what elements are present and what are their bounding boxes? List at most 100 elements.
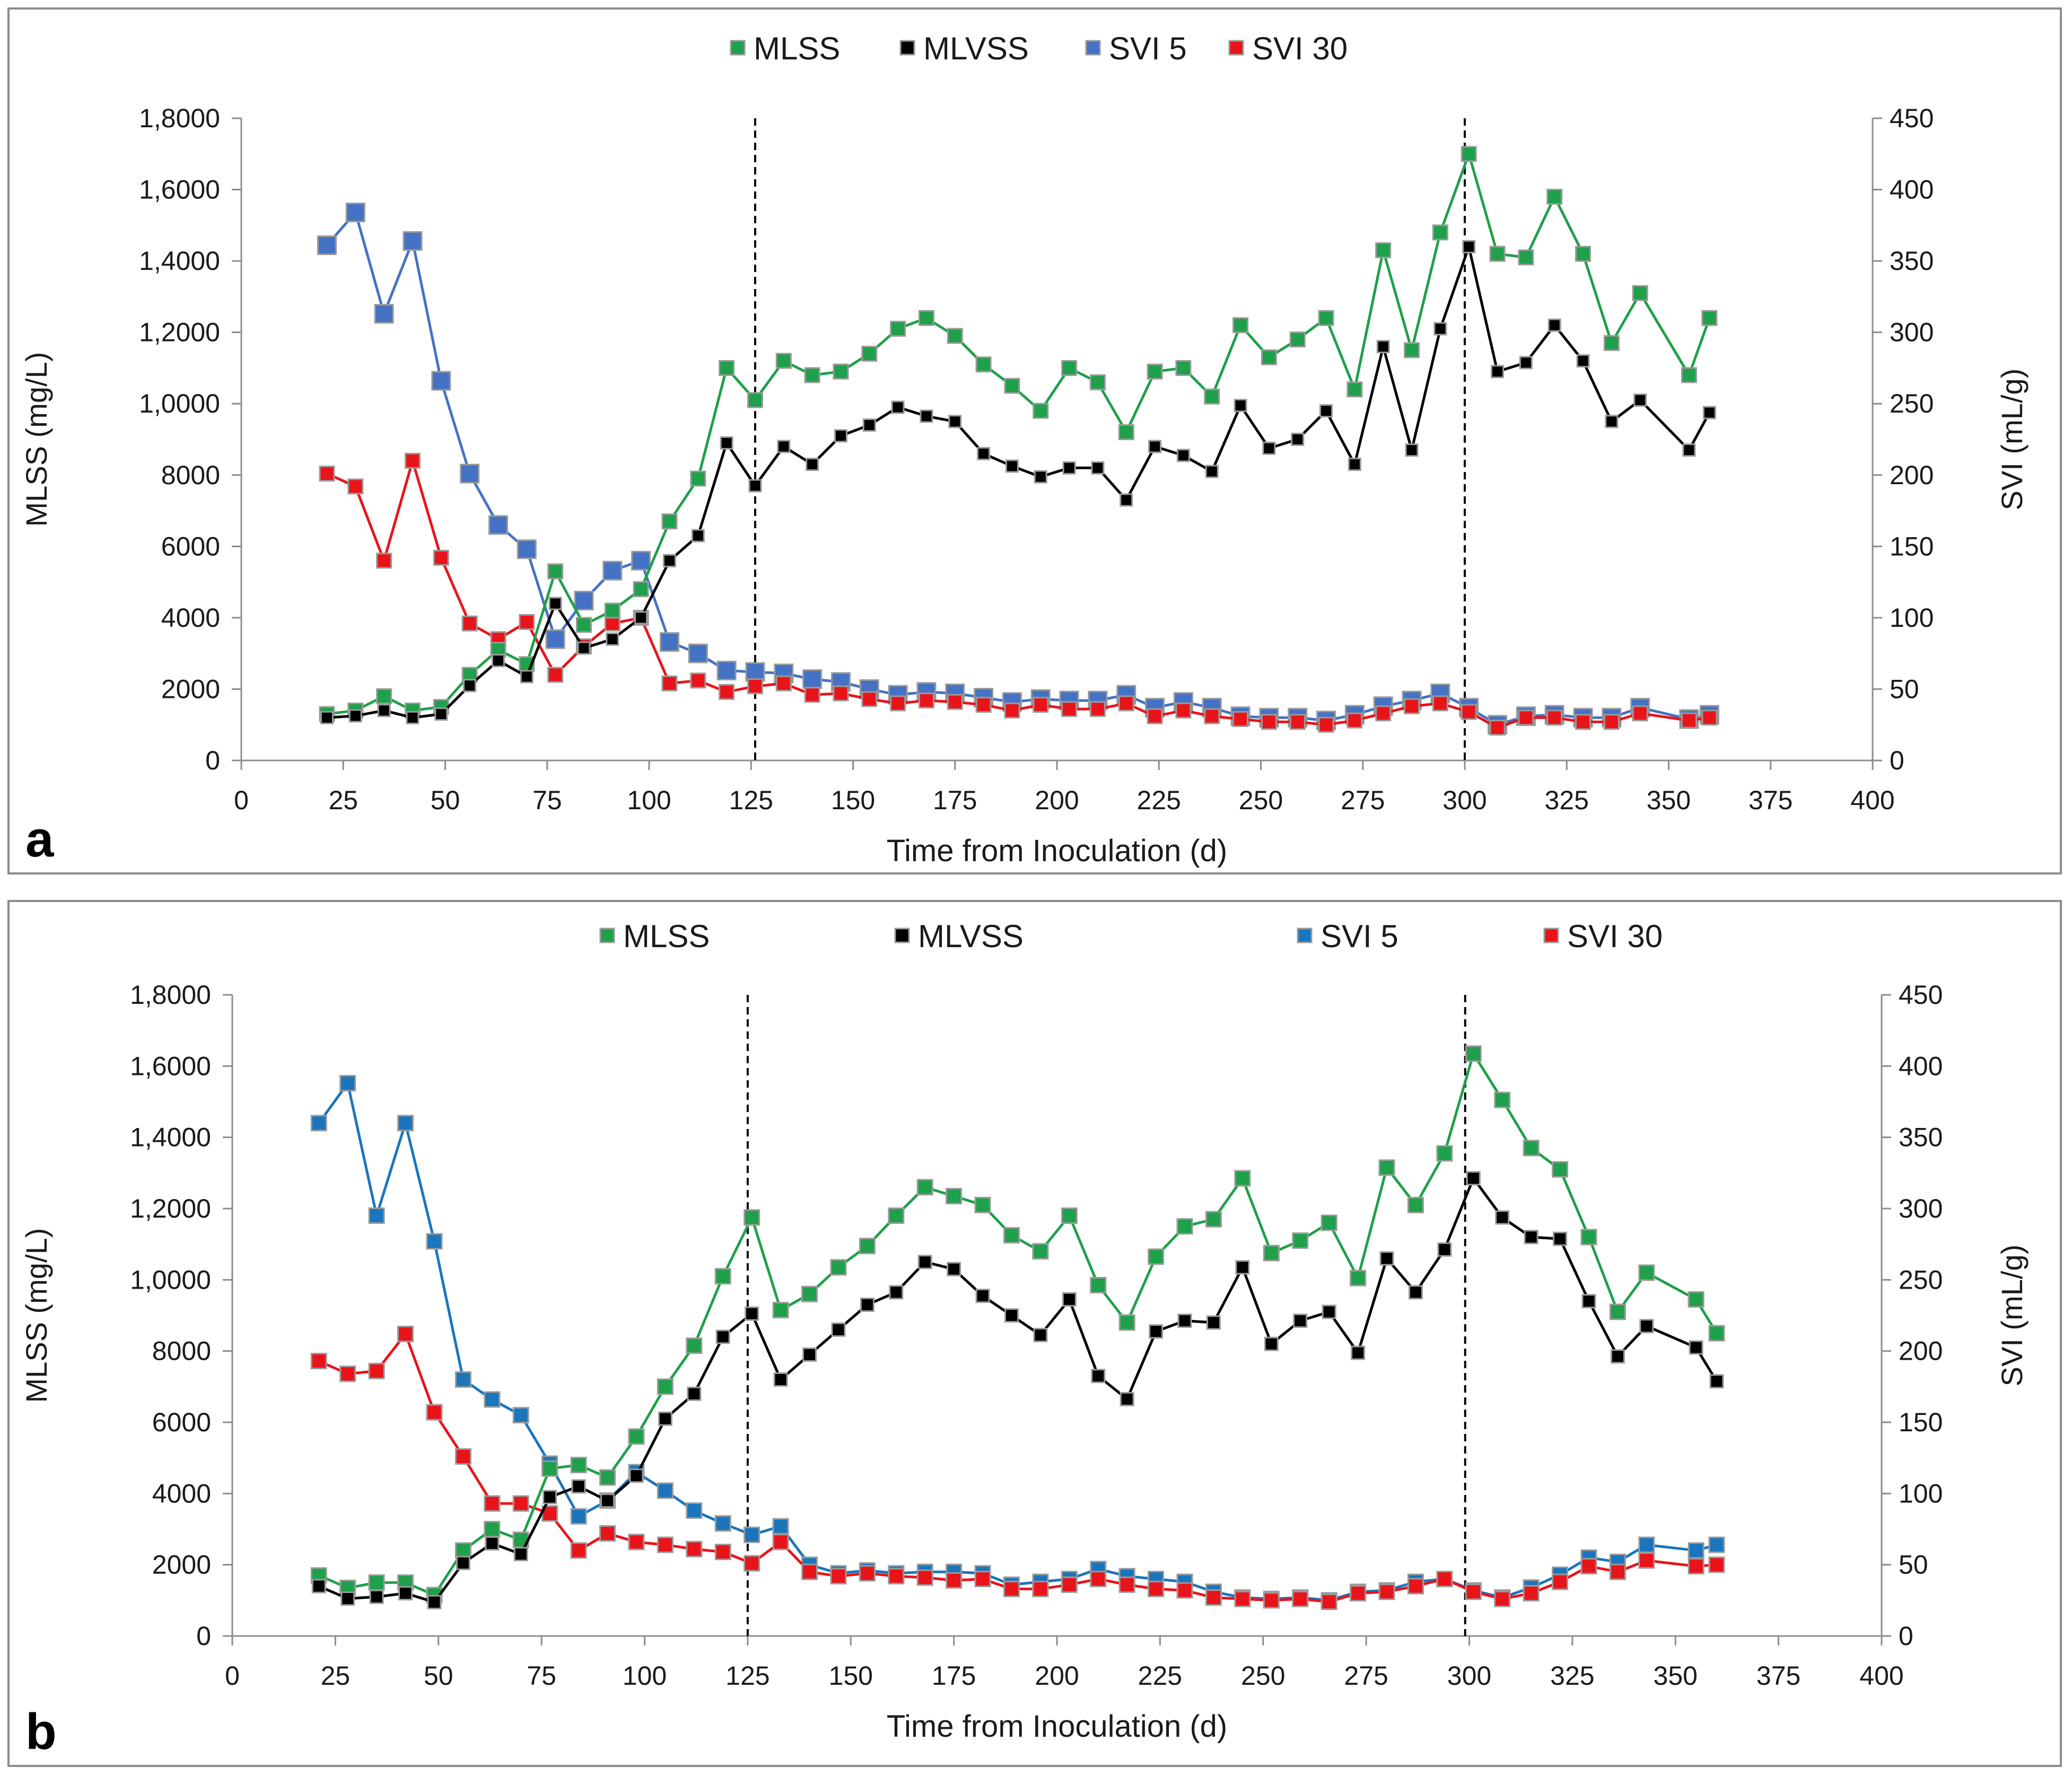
data-point-mlss	[1603, 335, 1620, 351]
data-point-mlvss	[1062, 1292, 1077, 1307]
data-point-svi30	[1118, 1576, 1135, 1593]
legend: MLSS MLVSS SVI 5 SVI 30	[730, 31, 1348, 66]
series-line-mlss	[318, 1052, 1718, 1597]
data-point-mlss	[975, 356, 992, 373]
data-point-mlvss	[548, 597, 562, 610]
data-point-mlvss	[1176, 449, 1190, 462]
data-point-mlss	[744, 1209, 760, 1226]
legend-label-mlvss: MLVSS	[918, 918, 1024, 954]
data-point-mlss	[1404, 342, 1420, 358]
data-point-svi5	[574, 591, 594, 611]
data-point-mlss	[1407, 1196, 1424, 1213]
data-point-mlss	[833, 363, 849, 380]
y-tick-label-left: 8000	[161, 460, 220, 490]
data-point-mlss	[918, 310, 934, 326]
x-tick-label: 175	[933, 785, 977, 815]
data-point-svi30	[888, 1568, 905, 1585]
x-tick-label: 100	[623, 1661, 667, 1691]
data-point-mlvss	[340, 1591, 355, 1606]
x-tick-label: 0	[234, 785, 249, 815]
data-point-mlss	[1378, 1159, 1395, 1176]
x-tick-label: 125	[725, 1661, 770, 1691]
data-point-svi5	[431, 371, 451, 391]
data-point-svi5	[802, 669, 823, 689]
x-tick-label: 150	[831, 785, 875, 815]
data-point-svi30	[1701, 710, 1718, 726]
data-point-mlvss	[806, 458, 819, 471]
data-point-mlss	[947, 328, 963, 344]
data-point-svi30	[975, 697, 992, 713]
data-point-svi30	[519, 614, 535, 630]
legend-label-mlss: MLSS	[623, 918, 710, 954]
data-point-mlss	[1089, 374, 1106, 390]
data-point-mlss	[804, 367, 820, 383]
y-tick-label-left: 1,4000	[139, 246, 220, 276]
data-point-mlvss	[862, 418, 876, 432]
x-tick-label: 325	[1550, 1661, 1594, 1691]
data-point-mlvss	[629, 1468, 644, 1483]
y-tick-label-left: 6000	[161, 531, 220, 561]
data-point-svi30	[339, 1366, 356, 1383]
data-point-mlss	[1118, 1314, 1135, 1331]
data-point-mlvss	[571, 1479, 586, 1494]
data-point-mlvss	[520, 670, 534, 684]
x-tick-label: 25	[321, 1661, 351, 1691]
series-mlvss	[311, 1171, 1724, 1609]
data-point-mlss	[541, 1460, 558, 1477]
data-point-svi5	[602, 561, 623, 581]
data-point-mlvss	[606, 632, 619, 646]
data-point-mlvss	[1524, 1230, 1538, 1245]
y-tick-label-right: 150	[1890, 531, 1934, 561]
y-tick-label-right: 0	[1899, 1621, 1913, 1651]
y-axis-label-right: SVI (mL/g)	[1995, 1245, 2029, 1387]
data-point-mlvss	[1610, 1349, 1625, 1364]
data-point-mlvss	[748, 479, 762, 493]
legend-label-svi5: SVI 5	[1109, 31, 1187, 66]
data-point-svi5	[714, 1515, 731, 1532]
data-point-svi30	[604, 615, 620, 632]
data-point-svi5	[512, 1407, 529, 1424]
data-point-svi5	[403, 231, 423, 251]
x-tick-label: 225	[1137, 785, 1181, 815]
data-point-svi30	[376, 553, 392, 569]
y-axis-label-left: MLSS (mg/L)	[20, 1228, 53, 1403]
data-point-mlvss	[720, 436, 733, 450]
x-tick-label: 325	[1545, 785, 1589, 815]
data-point-mlss	[570, 1457, 587, 1474]
panel-b: 0 25 50 75 100 125 150 175 200 225 250 275 300 325 350…	[7, 900, 2062, 1767]
data-point-mlvss	[1702, 406, 1716, 419]
data-point-mlvss	[1689, 1340, 1703, 1355]
data-point-mlss	[1292, 1232, 1309, 1249]
data-point-svi30	[1378, 1583, 1395, 1600]
data-point-svi30	[570, 1542, 587, 1559]
data-point-mlss	[657, 1378, 674, 1395]
series-svi30	[310, 1325, 1725, 1611]
y-tick-label-left: 6000	[152, 1407, 211, 1437]
data-point-svi30	[747, 678, 763, 695]
data-point-mlvss	[1120, 493, 1133, 507]
data-point-mlss	[719, 360, 735, 376]
data-point-mlss	[1350, 1270, 1367, 1287]
data-point-mlss	[747, 392, 763, 408]
data-point-mlss	[1061, 360, 1078, 376]
data-point-mlss	[1321, 1214, 1337, 1231]
x-tick-label: 175	[932, 1661, 976, 1691]
data-point-svi5	[460, 463, 480, 484]
data-point-mlvss	[1291, 433, 1305, 446]
data-point-svi30	[744, 1555, 760, 1572]
data-point-svi30	[947, 694, 963, 710]
series-mlss	[319, 146, 1718, 722]
data-point-mlvss	[463, 679, 477, 693]
data-point-mlss	[1552, 1161, 1569, 1178]
data-point-mlss	[454, 1542, 471, 1559]
y-tick-label-right: 250	[1890, 389, 1934, 418]
y-tick-label-left: 1,2000	[139, 318, 220, 347]
data-point-svi30	[833, 685, 849, 702]
data-point-mlvss	[948, 415, 962, 428]
y-tick-label-right: 350	[1890, 246, 1934, 276]
data-point-mlvss	[634, 611, 648, 625]
data-point-svi30	[1090, 1571, 1107, 1588]
data-point-mlss	[1494, 1091, 1511, 1108]
data-point-mlss	[661, 513, 678, 530]
data-point-mlss	[974, 1196, 991, 1213]
